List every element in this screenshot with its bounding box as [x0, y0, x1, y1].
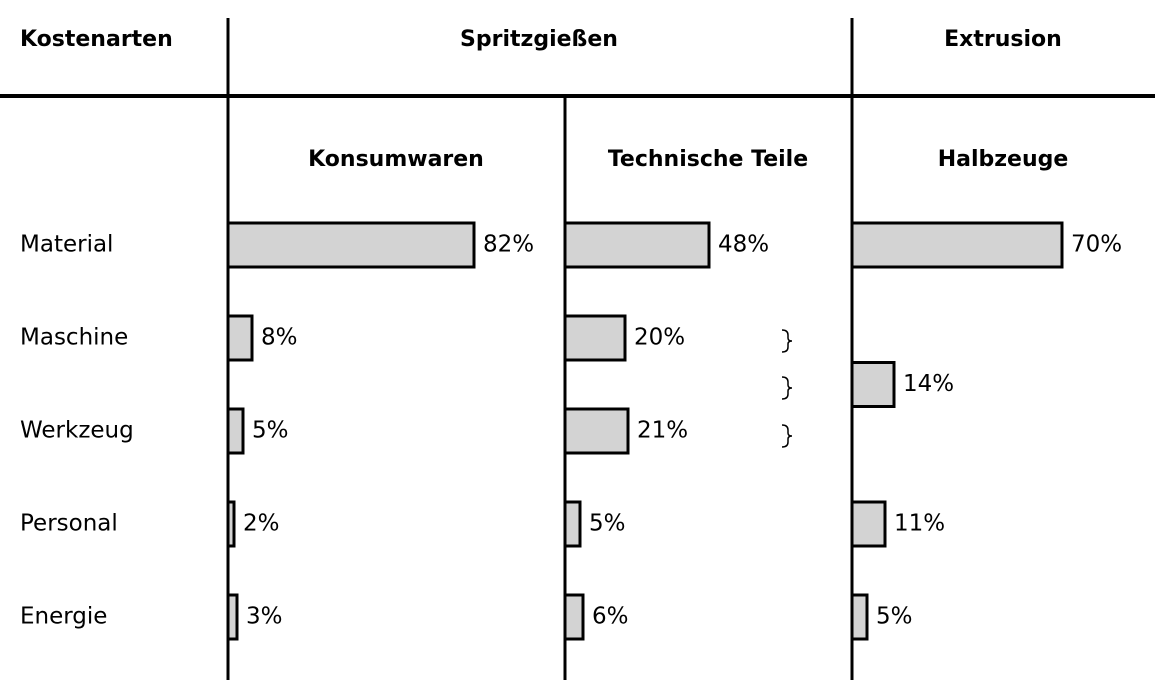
panel-title: Technische Teile: [608, 147, 808, 172]
bar: [563, 593, 585, 641]
brace: [781, 424, 793, 448]
brace: [781, 376, 793, 400]
bar: [226, 593, 239, 641]
bar: [226, 500, 236, 548]
bar: [226, 407, 245, 455]
bar: [226, 314, 254, 362]
bar: [850, 221, 1064, 269]
row-label: Personal: [20, 511, 118, 537]
value-label: 8%: [261, 325, 298, 351]
row-label: Werkzeug: [20, 418, 134, 444]
bar: [563, 500, 582, 548]
value-label: 82%: [483, 232, 534, 258]
value-label: 20%: [634, 325, 685, 351]
group-header: Extrusion: [944, 27, 1062, 52]
bar: [226, 221, 476, 269]
bar: [850, 361, 896, 408]
row-label: Maschine: [20, 325, 128, 351]
value-label: 6%: [592, 604, 629, 630]
row-label: Energie: [20, 604, 107, 630]
value-label: 48%: [718, 232, 769, 258]
bar: [563, 314, 627, 362]
bar: [850, 500, 887, 548]
value-label: 3%: [246, 604, 283, 630]
bar: [850, 593, 869, 641]
value-label: 11%: [894, 511, 945, 537]
column-header: Kostenarten: [20, 27, 173, 52]
value-label: 5%: [252, 418, 289, 444]
brace-group: [781, 329, 793, 448]
brace: [781, 329, 793, 353]
value-label: 5%: [589, 511, 626, 537]
panel-title: Halbzeuge: [938, 147, 1069, 172]
row-label: Material: [20, 232, 113, 258]
panel-title: Konsumwaren: [308, 147, 484, 172]
value-label: 5%: [876, 604, 913, 630]
value-label: 70%: [1071, 232, 1122, 258]
bar: [563, 407, 630, 455]
value-label: 21%: [637, 418, 688, 444]
value-label: 14%: [903, 371, 954, 397]
group-header: Spritzgießen: [460, 27, 618, 52]
value-label: 2%: [243, 511, 280, 537]
bar: [563, 221, 711, 269]
